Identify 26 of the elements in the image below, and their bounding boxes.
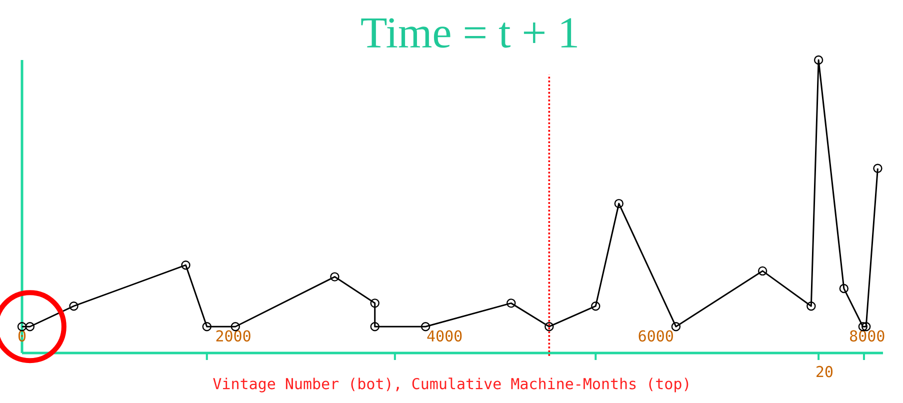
x-axis-title: Vintage Number (bot), Cumulative Machine-Months (top) bbox=[213, 378, 688, 392]
point bbox=[806, 302, 816, 311]
point bbox=[506, 298, 516, 308]
point bbox=[873, 164, 882, 173]
point bbox=[614, 198, 624, 208]
point bbox=[25, 322, 35, 332]
point bbox=[671, 322, 681, 332]
point bbox=[839, 284, 849, 294]
text: 20 bbox=[816, 366, 832, 378]
point bbox=[181, 260, 190, 270]
x-tick-label: 6000 bbox=[638, 330, 673, 342]
point bbox=[370, 298, 380, 308]
point bbox=[544, 322, 554, 332]
point bbox=[370, 322, 380, 332]
x-tick-label: 8000 bbox=[850, 330, 884, 342]
point bbox=[591, 302, 600, 311]
point bbox=[330, 272, 340, 282]
point bbox=[69, 302, 78, 311]
x-tick-label: 4000 bbox=[427, 330, 462, 342]
point bbox=[758, 266, 768, 276]
point bbox=[814, 55, 824, 65]
point bbox=[17, 322, 27, 332]
point bbox=[202, 322, 212, 332]
chart-title: Time = t + 1 bbox=[361, 18, 577, 48]
point bbox=[420, 322, 430, 332]
x-tick-label: 2000 bbox=[216, 330, 250, 342]
